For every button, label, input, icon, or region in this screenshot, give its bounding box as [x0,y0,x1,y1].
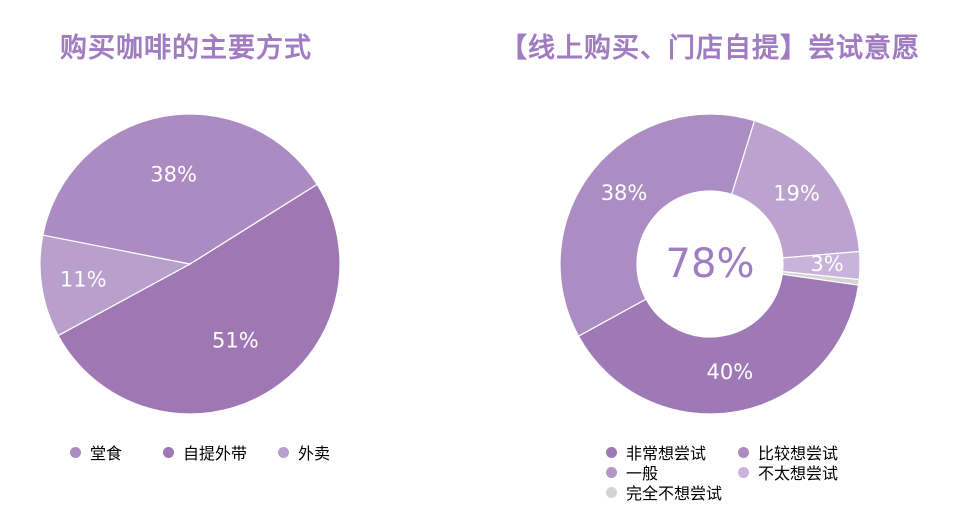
chart1-slice-0 [57,183,341,415]
chart2-title: 【线上购买、门店自提】尝试意愿 [500,33,920,64]
chart1-legend-swatch-2 [278,446,289,458]
chart2-slice-label-0: 19% [773,181,820,205]
chart2-slice-label-3: 40% [707,360,754,384]
chart2-slice-label-4: 38% [601,181,648,205]
chart2-legend-swatch-0 [606,446,617,458]
chart2-legend-label-3: 不太想尝试 [758,464,839,483]
chart1-legend-label-0: 堂食 [90,444,123,463]
chart2-legend-item-0: 非常想尝试 [606,440,706,464]
chart2-legend-item-2: 一般 [606,460,658,484]
chart2-legend-label-4: 完全不想尝试 [626,484,723,503]
chart1-legend-swatch-1 [163,446,174,458]
chart2-legend-swatch-2 [606,466,617,478]
chart2-donut-hole [637,191,783,337]
chart2-legend-label-1: 比较想尝试 [758,444,839,463]
chart1-legend-item-1: 自提外带 [163,440,247,464]
chart2-legend-swatch-4 [606,486,617,498]
chart1-slice-label-0: 51% [212,329,259,353]
chart1-legend-item-2: 外卖 [278,440,330,464]
chart1-legend-label-1: 自提外带 [183,444,248,463]
chart1-legend-item-0: 堂食 [70,440,122,464]
chart1-legend-swatch-0 [70,446,81,458]
chart1-title: 购买咖啡的主要方式 [60,33,312,64]
chart1-legend-label-2: 外卖 [298,444,331,463]
chart2-legend-item-1: 比较想尝试 [738,440,838,464]
chart2-legend-label-0: 非常想尝试 [626,444,707,463]
chart2-legend-label-2: 一般 [626,464,659,483]
chart2-legend-item-4: 完全不想尝试 [606,480,722,504]
chart2-legend-item-3: 不太想尝试 [738,460,838,484]
chart2-center-value: 78% [666,241,755,287]
chart2-slice-label-1: 3% [810,252,843,276]
chart2-legend-swatch-3 [738,466,749,478]
chart1-slice-label-1: 11% [60,267,107,291]
chart1-slice-1 [39,234,192,337]
chart1-slice-2 [42,113,318,265]
chart2-legend-swatch-1 [738,446,749,458]
chart1-slice-label-2: 38% [150,163,197,187]
